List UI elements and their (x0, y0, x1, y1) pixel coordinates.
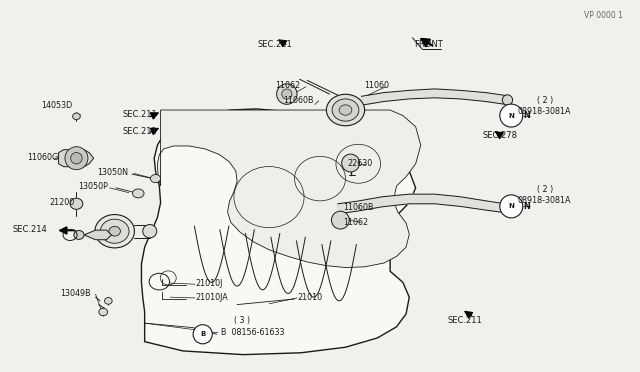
Polygon shape (59, 150, 93, 167)
Text: SEC.211: SEC.211 (257, 40, 292, 49)
Text: N: N (508, 203, 514, 209)
Text: 11060G: 11060G (27, 153, 58, 162)
Text: ( 2 ): ( 2 ) (537, 96, 553, 105)
Text: ( 3 ): ( 3 ) (234, 316, 250, 325)
Text: 13049B: 13049B (60, 289, 90, 298)
Circle shape (332, 211, 349, 229)
Circle shape (65, 147, 88, 170)
Text: 11060B: 11060B (343, 203, 374, 212)
Text: 22630: 22630 (348, 158, 372, 167)
Text: VP 0000 1: VP 0000 1 (584, 11, 623, 20)
Circle shape (282, 89, 292, 99)
Text: SEC.211: SEC.211 (122, 126, 157, 136)
Ellipse shape (104, 298, 112, 304)
Circle shape (500, 195, 523, 218)
Text: N: N (523, 202, 529, 211)
Text: 21010: 21010 (298, 293, 323, 302)
Ellipse shape (74, 231, 84, 239)
Text: 11062: 11062 (275, 81, 301, 90)
Text: 21010JA: 21010JA (196, 293, 228, 302)
Ellipse shape (70, 198, 83, 209)
Text: 08918-3081A: 08918-3081A (518, 107, 571, 116)
Circle shape (500, 104, 523, 127)
Text: ( 2 ): ( 2 ) (537, 185, 553, 194)
Text: 11062: 11062 (343, 218, 368, 227)
Text: SEC.211: SEC.211 (447, 316, 483, 325)
Ellipse shape (99, 308, 108, 316)
Ellipse shape (95, 215, 134, 248)
Text: 13050P: 13050P (77, 182, 108, 191)
Text: 21010J: 21010J (196, 279, 223, 288)
Text: FRONT: FRONT (414, 40, 443, 49)
Circle shape (342, 154, 360, 172)
Text: SEC.211: SEC.211 (122, 110, 157, 119)
Text: N: N (508, 113, 514, 119)
Circle shape (276, 84, 297, 104)
Text: N: N (523, 111, 529, 120)
Polygon shape (84, 230, 111, 240)
Text: 11060: 11060 (365, 81, 390, 90)
Ellipse shape (501, 203, 511, 214)
Ellipse shape (100, 219, 129, 243)
Text: 21200: 21200 (49, 198, 74, 207)
Ellipse shape (143, 225, 157, 238)
Polygon shape (338, 194, 505, 214)
Polygon shape (157, 110, 420, 267)
Circle shape (70, 153, 82, 164)
Ellipse shape (332, 99, 359, 121)
Circle shape (193, 325, 212, 344)
Ellipse shape (339, 105, 352, 115)
Ellipse shape (72, 113, 80, 120)
Text: 13050N: 13050N (97, 168, 128, 177)
Ellipse shape (132, 189, 144, 198)
Text: SEC.214: SEC.214 (13, 225, 47, 234)
Ellipse shape (150, 174, 161, 183)
Polygon shape (362, 89, 506, 105)
Text: B  08156-61633: B 08156-61633 (221, 328, 285, 337)
Text: SEC.278: SEC.278 (483, 131, 518, 140)
Ellipse shape (502, 95, 513, 105)
Text: 14053D: 14053D (41, 101, 72, 110)
Text: 08918-3081A: 08918-3081A (518, 196, 571, 205)
Polygon shape (141, 109, 415, 355)
Ellipse shape (326, 94, 365, 126)
Text: B: B (200, 331, 205, 337)
Ellipse shape (109, 227, 120, 236)
Text: 11060B: 11060B (284, 96, 314, 105)
